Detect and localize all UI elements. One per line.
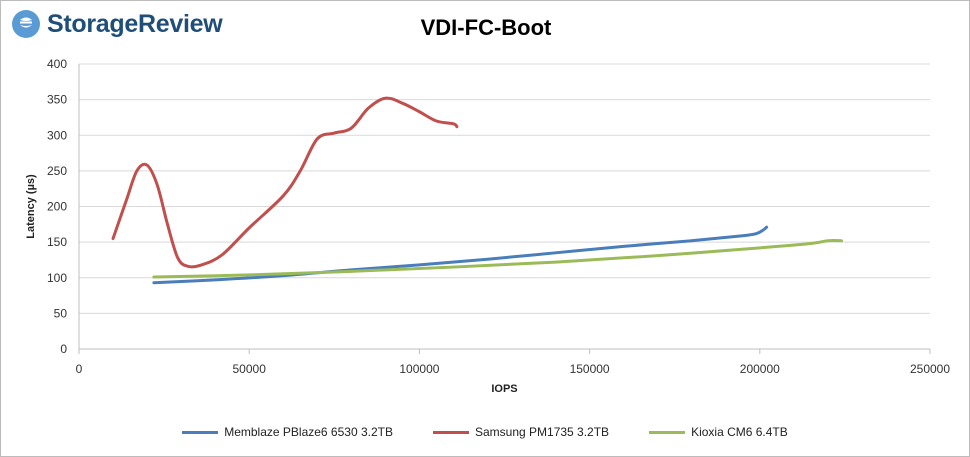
- series-line-memblaze-pblaze6-6530-3-2tb: [152, 225, 769, 285]
- chart-legend: Memblaze PBlaze6 6530 3.2TB Samsung PM173…: [0, 425, 970, 439]
- legend-swatch: [432, 430, 469, 434]
- legend-swatch: [649, 430, 686, 434]
- y-tick-label: 100: [47, 271, 67, 285]
- y-tick-label: 400: [47, 57, 67, 71]
- storagereview-logo-icon: [12, 10, 40, 38]
- series-line-kioxia-cm6-6-4tb: [152, 238, 843, 279]
- legend-item: Samsung PM1735 3.2TB: [432, 425, 610, 439]
- chart-title: VDI-FC-Boot: [420, 15, 552, 40]
- series-layer: [111, 96, 843, 285]
- y-tick-label: 250: [47, 164, 67, 178]
- x-tick-label: 50000: [233, 362, 267, 376]
- legend-label: Kioxia CM6 6.4TB: [691, 425, 788, 439]
- y-tick-label: 150: [47, 235, 67, 249]
- legend-item: Kioxia CM6 6.4TB: [649, 425, 788, 439]
- axis-layer: 0 50 100 150 200 250 300 350 400 0 50000 100000 1500…: [47, 57, 950, 376]
- grid-layer: [79, 63, 930, 350]
- legend-label: Memblaze PBlaze6 6530 3.2TB: [224, 425, 393, 439]
- x-axis-title: IOPS: [491, 383, 517, 395]
- y-tick-label: 0: [60, 342, 67, 356]
- y-tick-label: 350: [47, 93, 67, 107]
- brand-name: StorageReview: [47, 9, 223, 38]
- x-tick-label: 250000: [910, 362, 950, 376]
- legend-item: Memblaze PBlaze6 6530 3.2TB: [182, 425, 393, 439]
- y-tick-label: 300: [47, 128, 67, 142]
- x-tick-label: 200000: [740, 362, 780, 376]
- y-tick-label: 50: [54, 306, 68, 320]
- series-line-samsung-pm1735-3-2tb: [111, 96, 459, 269]
- legend-swatch: [182, 430, 219, 434]
- y-tick-label: 200: [47, 200, 67, 214]
- storagereview-logo: StorageReview: [11, 7, 223, 41]
- legend-label: Samsung PM1735 3.2TB: [474, 425, 610, 439]
- x-tick-label: 150000: [570, 362, 610, 376]
- x-tick-label: 0: [76, 362, 83, 376]
- y-axis-title: Latency (µs): [25, 174, 37, 239]
- x-tick-label: 100000: [399, 362, 439, 376]
